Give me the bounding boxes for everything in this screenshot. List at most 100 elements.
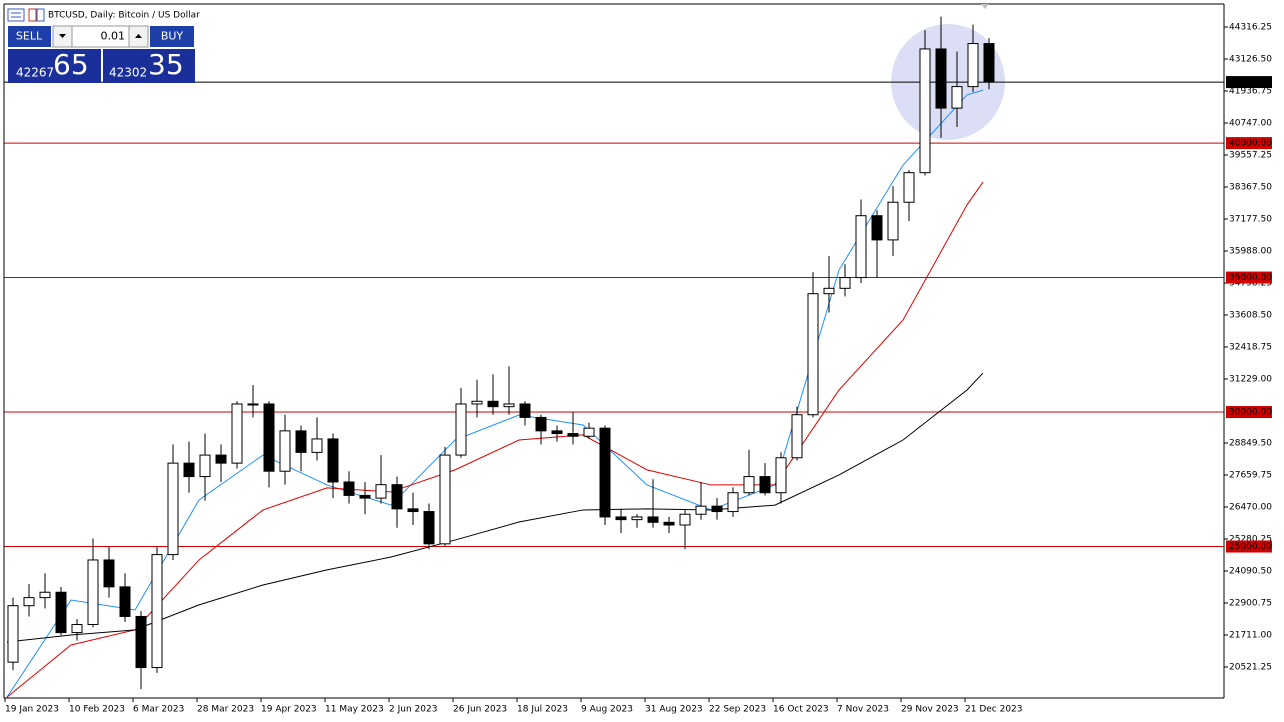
x-tick-label: 21 Dec 2023 (965, 705, 1023, 715)
y-tick-label: 37177.50 (1229, 214, 1272, 224)
candle-body (759, 476, 771, 494)
sell-price-box[interactable] (8, 49, 101, 83)
candle-body (663, 521, 675, 526)
bid-label-box (1226, 76, 1272, 89)
candle-body (7, 605, 19, 663)
y-tick-label: 21711.00 (1229, 630, 1272, 640)
candle-body (839, 277, 851, 289)
candle-body (583, 427, 595, 437)
moving-average (6, 181, 984, 698)
candle-body (951, 86, 963, 109)
candle-body (455, 403, 467, 456)
x-tick-label: 2 Jun 2023 (389, 705, 437, 715)
y-tick-label: 35988.00 (1229, 246, 1272, 256)
y-tick-label: 28849.50 (1229, 438, 1272, 448)
candle-body (407, 508, 419, 513)
level-label: 35000.00 (1229, 273, 1272, 283)
candle-body (135, 615, 147, 669)
chart-title: BTCUSD, Daily: Bitcoin / US Dollar (48, 11, 200, 21)
candle-body (535, 416, 547, 432)
candle-body (983, 43, 995, 83)
candle-body (343, 481, 355, 496)
y-tick-label: 43126.50 (1229, 54, 1272, 64)
candle-body (855, 215, 867, 279)
candle-body (567, 433, 579, 437)
x-tick-label: 28 Mar 2023 (197, 705, 254, 715)
candle-body (519, 403, 531, 418)
candle-body (727, 492, 739, 513)
x-tick-label: 22 Sep 2023 (709, 705, 766, 715)
arrow-up (135, 34, 142, 38)
y-tick-label: 26470.00 (1229, 502, 1272, 512)
candle-body (471, 400, 483, 405)
x-tick-label: 18 Jul 2023 (517, 705, 568, 715)
arrow-down (59, 34, 66, 38)
y-tick-label: 40747.00 (1229, 118, 1272, 128)
y-tick-label: 25280.25 (1229, 534, 1272, 544)
x-tick-label: 31 Aug 2023 (645, 705, 703, 715)
candle-body (903, 172, 915, 203)
y-tick-label: 41936.75 (1229, 86, 1272, 96)
buy-label: BUY (161, 30, 184, 43)
shift-marker (981, 4, 989, 9)
sell-price-big: 65 (53, 48, 89, 81)
candle-body (967, 43, 979, 88)
x-tick-label: 29 Nov 2023 (901, 705, 959, 715)
chart-icon[interactable] (28, 8, 37, 22)
plot-area (4, 16, 1224, 698)
level-label-box (1226, 137, 1272, 150)
x-tick-label: 16 Oct 2023 (773, 705, 829, 715)
candle-body (919, 48, 931, 174)
x-tick-label: 26 Jun 2023 (453, 705, 507, 715)
y-tick-label: 44316.25 (1229, 22, 1272, 32)
buy-price-box[interactable] (103, 49, 195, 83)
x-tick-label: 10 Feb 2023 (69, 705, 125, 715)
candle-body (119, 586, 131, 617)
candle-body (183, 462, 195, 478)
y-tick-label: 38367.50 (1229, 182, 1272, 192)
menu-icon[interactable] (7, 8, 25, 22)
x-tick-label: 19 Jan 2023 (5, 705, 59, 715)
candle-body (935, 48, 947, 109)
sell-price-main: 42267 (16, 66, 54, 80)
candle-body (279, 430, 291, 472)
y-tick-label: 24090.50 (1229, 566, 1272, 576)
candle-body (599, 427, 611, 518)
candle-body (871, 215, 883, 241)
x-tick-label: 9 Aug 2023 (581, 705, 633, 715)
candle-body (295, 430, 307, 453)
axes: 44316.25 43126.50 41936.75 40747.00 39557.25… (4, 22, 1272, 715)
candle-body (807, 293, 819, 416)
candle-body (615, 516, 627, 521)
x-tick-label: 19 Apr 2023 (261, 705, 317, 715)
candle-body (263, 403, 275, 472)
buy-button[interactable] (150, 26, 194, 47)
candle-body (359, 494, 371, 499)
level-label: 25000.00 (1229, 542, 1272, 552)
buy-price-main: 42302 (109, 66, 147, 80)
candle-body (551, 430, 563, 435)
y-tick-label: 20521.25 (1229, 662, 1272, 672)
y-tick-label: 27659.75 (1229, 470, 1272, 480)
candle-body (423, 511, 435, 545)
candle-body (231, 403, 243, 464)
candle-body (711, 505, 723, 513)
y-tick-label: 32418.75 (1229, 342, 1272, 352)
candle-body (311, 438, 323, 453)
y-tick-label: 22900.75 (1229, 598, 1272, 608)
chart-icon (36, 8, 45, 22)
candle-body (487, 400, 499, 408)
candle-body (55, 591, 67, 634)
candle-body (695, 505, 707, 515)
candle-body (103, 559, 115, 588)
candle-body (503, 403, 515, 408)
candle-body (247, 403, 259, 406)
sell-button[interactable] (8, 26, 51, 47)
x-tick-label: 11 May 2023 (325, 705, 384, 715)
candle-body (215, 454, 227, 464)
candle-body (71, 624, 83, 634)
volume-value: 0.01 (101, 30, 126, 43)
